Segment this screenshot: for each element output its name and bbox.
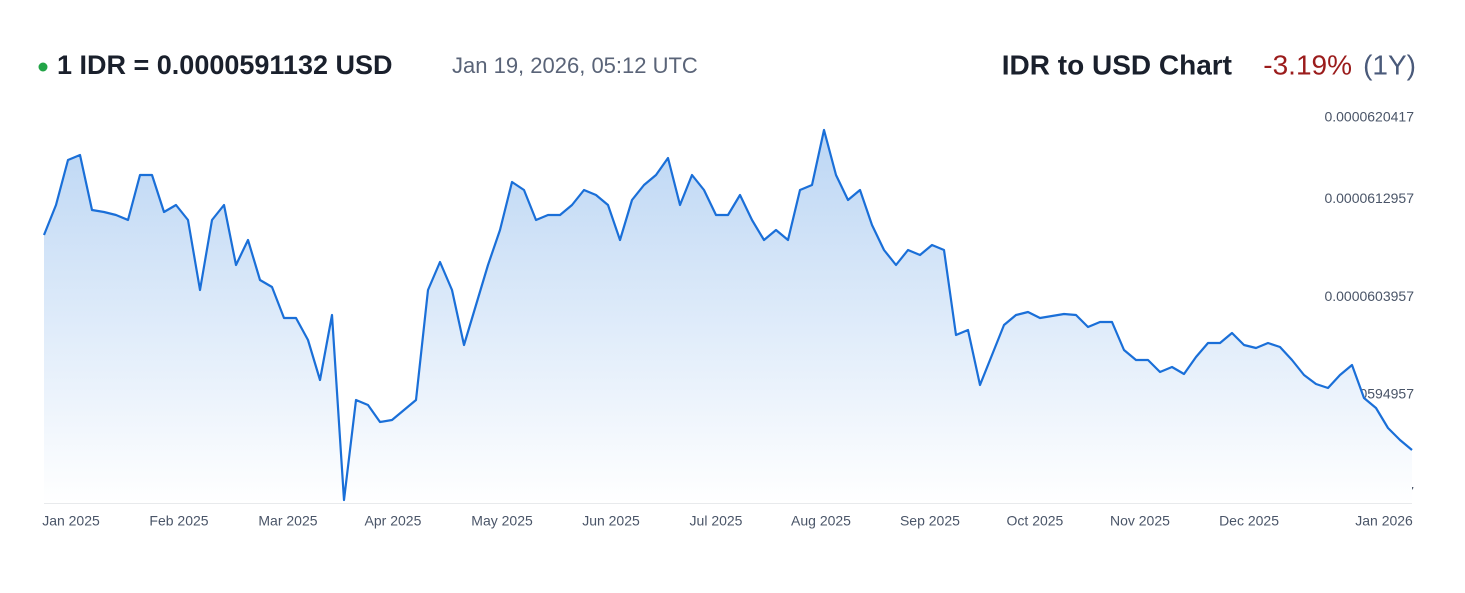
x-tick-label: Aug 2025 [791, 513, 851, 529]
area-fill [44, 130, 1412, 503]
change: -3.19% [1263, 49, 1352, 80]
price-line [42, 128, 1413, 502]
x-tick-label: Nov 2025 [1110, 513, 1170, 529]
x-tick-label: May 2025 [471, 513, 533, 529]
x-tick-label: Jul 2025 [690, 513, 743, 529]
x-tick-label: Dec 2025 [1219, 513, 1279, 529]
y-tick-label: 0.0000603957 [1324, 288, 1414, 304]
period: (1Y) [1363, 49, 1416, 80]
x-tick-label: Apr 2025 [365, 513, 422, 529]
x-tick-label: Sep 2025 [900, 513, 960, 529]
x-tick-label: Jan 2026 [1355, 513, 1413, 529]
price-label: 1 IDR = 0.0000591132 USD [57, 50, 392, 80]
x-tick-label: Feb 2025 [149, 513, 208, 529]
x-tick-label: Mar 2025 [258, 513, 317, 529]
timestamp: Jan 19, 2026, 05:12 UTC [452, 53, 698, 78]
y-tick-label: 0.0000620417 [1324, 109, 1414, 125]
status-dot [38, 62, 48, 72]
y-tick-label: 0.0000612957 [1324, 190, 1414, 206]
x-tick-label: Jan 2025 [42, 513, 100, 529]
x-tick-label: Jun 2025 [582, 513, 640, 529]
chart-title: IDR to USD Chart [1002, 49, 1232, 80]
x-tick-label: Oct 2025 [1007, 513, 1064, 529]
